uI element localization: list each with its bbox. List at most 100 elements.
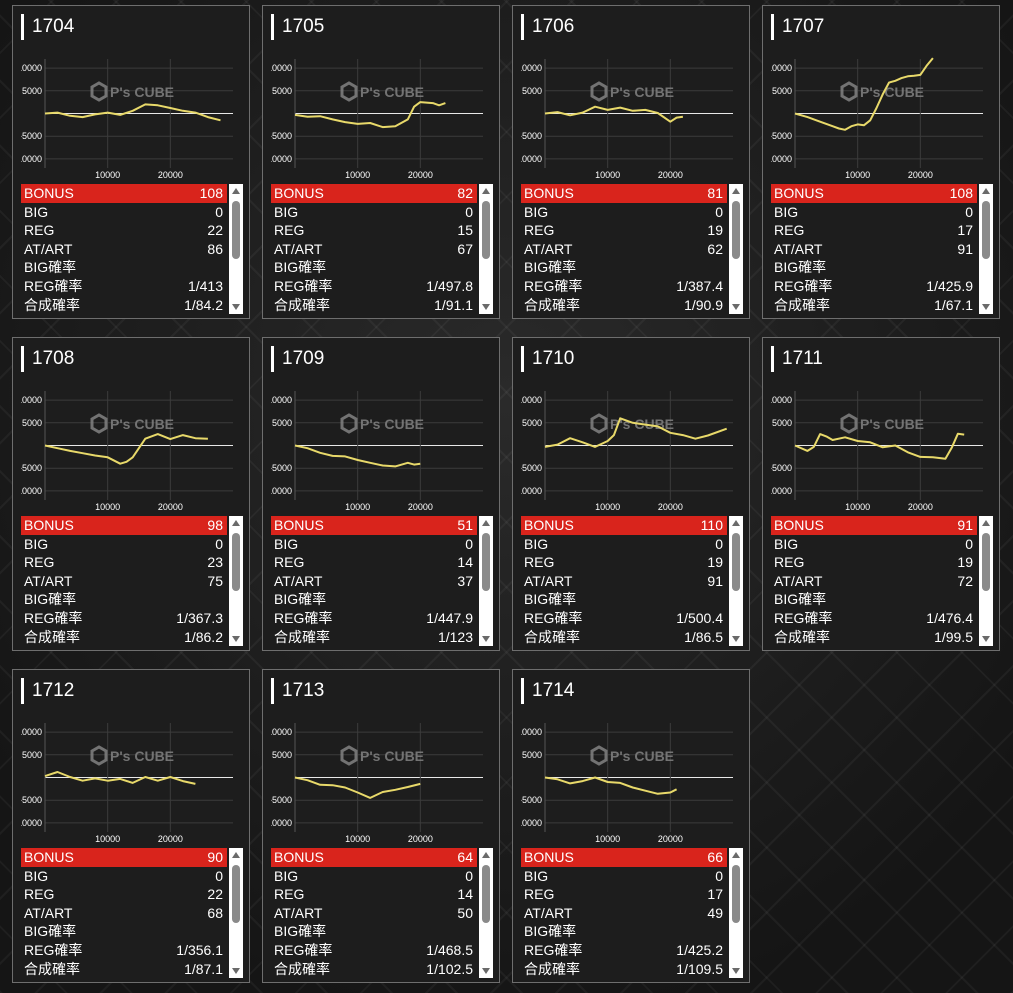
machine-card[interactable]: 1708 10000 5000 -5000 -10000 10000 20000 P's CU… — [12, 337, 250, 651]
stat-row-bonus: BONUS 110 — [521, 516, 727, 535]
machine-card[interactable]: 1712 10000 5000 -5000 -10000 10000 20000 P's CU… — [12, 669, 250, 983]
stats-list[interactable]: BONUS 51 BIG 0 REG 14 AT/ART 37 BIG確率 REG確率 1/447.… — [271, 516, 493, 646]
stat-value: 1/413 — [187, 277, 223, 294]
stats-scrollbar[interactable] — [979, 516, 993, 646]
y-tick-label: -10000 — [271, 818, 292, 828]
machine-card[interactable]: 1711 10000 5000 -5000 -10000 10000 20000 P's CU… — [762, 337, 1000, 651]
scroll-thumb[interactable] — [732, 865, 740, 923]
scroll-up-icon[interactable] — [232, 852, 240, 858]
scroll-down-icon[interactable] — [482, 636, 490, 642]
stats-scrollbar[interactable] — [729, 848, 743, 978]
scroll-down-icon[interactable] — [232, 636, 240, 642]
stats-list[interactable]: BONUS 66 BIG 0 REG 17 AT/ART 49 BIG確率 REG確率 1/425.… — [521, 848, 743, 978]
machine-number[interactable]: 1712 — [21, 678, 74, 704]
y-tick-label: 5000 — [22, 750, 42, 760]
machine-card[interactable]: 1713 10000 5000 -5000 -10000 10000 20000 P's CU… — [262, 669, 500, 983]
machine-number[interactable]: 1707 — [771, 14, 824, 40]
stat-label: BIG確率 — [24, 923, 77, 940]
scroll-up-icon[interactable] — [732, 188, 740, 194]
stats-scrollbar[interactable] — [479, 516, 493, 646]
machine-number[interactable]: 1704 — [21, 14, 74, 40]
machine-card[interactable]: 1710100005000-5000-100001000020000P's CU… — [512, 337, 750, 651]
stats-list[interactable]: BONUS 81 BIG 0 REG 19 AT/ART 62 BIG確率 REG確率 1/387.… — [521, 184, 743, 314]
stat-value: 14 — [457, 554, 473, 571]
cube-icon — [590, 745, 608, 766]
machine-card[interactable]: 1704 10000 5000 -5000 -10000 10000 20000 P's CU… — [12, 5, 250, 319]
scroll-up-icon[interactable] — [732, 852, 740, 858]
scroll-up-icon[interactable] — [732, 520, 740, 526]
stats-list[interactable]: BONUS 82 BIG 0 REG 15 AT/ART 67 BIG確率 REG確率 1/497.… — [271, 184, 493, 314]
stats-scrollbar[interactable] — [729, 184, 743, 314]
machine-number[interactable]: 1705 — [271, 14, 324, 40]
stat-row-at-art: AT/ART 37 — [271, 572, 477, 591]
stats-scrollbar[interactable] — [479, 848, 493, 978]
stat-row-at-art: AT/ART 91 — [771, 240, 977, 259]
machine-card[interactable]: 1714 10000 5000 -5000 -10000 10000 20000 P's CU… — [512, 669, 750, 983]
scroll-up-icon[interactable] — [982, 188, 990, 194]
stat-value: 1/90.9 — [684, 296, 723, 313]
stats-scrollbar[interactable] — [229, 516, 243, 646]
stat-value: 19 — [707, 554, 723, 571]
scroll-up-icon[interactable] — [482, 852, 490, 858]
scroll-down-icon[interactable] — [982, 636, 990, 642]
stats-list[interactable]: BONUS 108 BIG 0 REG 22 AT/ART 86 BIG確率 REG確率 1/413… — [21, 184, 243, 314]
scroll-up-icon[interactable] — [232, 520, 240, 526]
stat-row-reg: REG 14 — [271, 553, 477, 572]
payout-chart: 10000 5000 -5000 -10000 10000 20000 P's CUBE — [264, 50, 493, 180]
stats-list[interactable]: BONUS 90 BIG 0 REG 22 AT/ART 68 BIG確率 REG確率 1/356.… — [21, 848, 243, 978]
scroll-down-icon[interactable] — [982, 304, 990, 310]
scroll-down-icon[interactable] — [732, 304, 740, 310]
scroll-down-icon[interactable] — [482, 304, 490, 310]
machine-card[interactable]: 1709 10000 5000 -5000 -10000 10000 20000 P's CU… — [262, 337, 500, 651]
stats-list[interactable]: BONUS 98 BIG 0 REG 23 AT/ART 75 BIG確率 REG確率 1/367.… — [21, 516, 243, 646]
machine-number[interactable]: 1708 — [21, 346, 74, 372]
machine-number[interactable]: 1711 — [771, 346, 823, 372]
stat-value: 17 — [957, 222, 973, 239]
stat-label: BONUS — [524, 849, 574, 865]
stat-label: BONUS — [24, 517, 74, 533]
scroll-down-icon[interactable] — [232, 968, 240, 974]
machine-number[interactable]: 1709 — [271, 346, 324, 372]
scroll-down-icon[interactable] — [482, 968, 490, 974]
stats-scrollbar[interactable] — [229, 848, 243, 978]
machine-number[interactable]: 1714 — [521, 678, 574, 704]
stat-value: 0 — [215, 535, 223, 552]
scroll-up-icon[interactable] — [232, 188, 240, 194]
stats-scrollbar[interactable] — [979, 184, 993, 314]
scroll-thumb[interactable] — [982, 201, 990, 259]
stats-scrollbar[interactable] — [229, 184, 243, 314]
machine-card[interactable]: 1706 10000 5000 -5000 -10000 10000 20000 P's CU… — [512, 5, 750, 319]
scroll-down-icon[interactable] — [732, 968, 740, 974]
scroll-thumb[interactable] — [232, 533, 240, 591]
scroll-thumb[interactable] — [982, 533, 990, 591]
machine-number[interactable]: 1710 — [521, 346, 574, 372]
scroll-down-icon[interactable] — [232, 304, 240, 310]
scroll-thumb[interactable] — [482, 201, 490, 259]
scroll-thumb[interactable] — [482, 865, 490, 923]
stat-value: 91 — [707, 572, 723, 589]
stat-row-big: BIG 0 — [771, 203, 977, 222]
scroll-up-icon[interactable] — [982, 520, 990, 526]
stats-scrollbar[interactable] — [729, 516, 743, 646]
stats-scrollbar[interactable] — [479, 184, 493, 314]
scroll-thumb[interactable] — [232, 201, 240, 259]
machine-card[interactable]: 1705 10000 5000 -5000 -10000 10000 20000 P's CU… — [262, 5, 500, 319]
stat-row-big-prob: BIG確率 — [21, 590, 227, 609]
stats-list[interactable]: BONUS 108 BIG 0 REG 17 AT/ART 91 BIG確率 REG確率 1/425… — [771, 184, 993, 314]
scroll-up-icon[interactable] — [482, 188, 490, 194]
scroll-thumb[interactable] — [732, 533, 740, 591]
scroll-down-icon[interactable] — [732, 636, 740, 642]
stat-value: 0 — [715, 867, 723, 884]
machine-card[interactable]: 1707 10000 5000 -5000 -10000 10000 20000 P's CU… — [762, 5, 1000, 319]
machine-number[interactable]: 1706 — [521, 14, 574, 40]
payout-line — [294, 776, 421, 799]
scroll-thumb[interactable] — [482, 533, 490, 591]
scroll-up-icon[interactable] — [482, 520, 490, 526]
scroll-thumb[interactable] — [232, 865, 240, 923]
stats-list[interactable]: BONUS 91 BIG 0 REG 19 AT/ART 72 BIG確率 REG確率 1/476.… — [771, 516, 993, 646]
machine-number[interactable]: 1713 — [271, 678, 324, 704]
scroll-thumb[interactable] — [732, 201, 740, 259]
stat-value: 64 — [457, 849, 473, 865]
stats-list[interactable]: BONUS 110 BIG 0 REG 19 AT/ART 91 BIG確率 REG確率 1/500… — [521, 516, 743, 646]
stats-list[interactable]: BONUS 64 BIG 0 REG 14 AT/ART 50 BIG確率 REG確率 1/468.… — [271, 848, 493, 978]
